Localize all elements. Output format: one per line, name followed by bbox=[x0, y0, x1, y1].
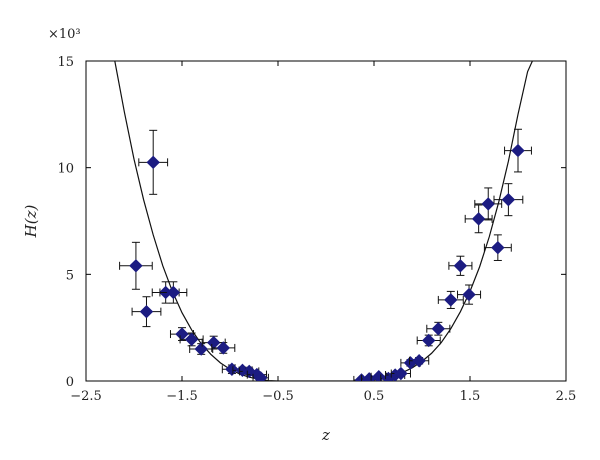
data-point bbox=[494, 184, 523, 216]
diamond-marker bbox=[473, 213, 485, 225]
x-axis: −2.5 −1.5 −0.5 0.5 1.5 2.5 bbox=[70, 61, 576, 404]
y-axis-label: H(z) bbox=[22, 205, 40, 239]
data-point bbox=[438, 291, 463, 308]
diamond-marker bbox=[454, 260, 466, 272]
y-tick-label: 5 bbox=[66, 268, 74, 283]
data-point bbox=[427, 322, 450, 335]
diamond-marker bbox=[423, 334, 435, 346]
x-tick-label: 2.5 bbox=[556, 389, 577, 404]
y-tick-label: 15 bbox=[57, 55, 74, 70]
y-multiplier-label: ×10³ bbox=[48, 27, 81, 42]
diamond-marker bbox=[445, 294, 457, 306]
diamond-marker bbox=[482, 198, 494, 210]
data-points bbox=[120, 129, 532, 386]
data-point bbox=[449, 256, 472, 275]
x-tick-label: −1.5 bbox=[166, 389, 198, 404]
y-tick-label: 0 bbox=[66, 375, 74, 390]
y-axis: 0 5 10 15 bbox=[57, 55, 566, 390]
diamond-marker bbox=[195, 343, 207, 355]
diamond-marker bbox=[463, 289, 475, 301]
diamond-marker bbox=[226, 363, 238, 375]
data-point bbox=[160, 282, 187, 303]
data-point bbox=[132, 297, 161, 327]
diamond-marker bbox=[363, 373, 375, 385]
x-tick-label: 0.5 bbox=[364, 389, 385, 404]
diamond-marker bbox=[492, 242, 504, 254]
diamond-marker bbox=[512, 145, 524, 157]
diamond-marker bbox=[167, 286, 179, 298]
diamond-marker bbox=[432, 323, 444, 335]
data-point bbox=[505, 129, 532, 172]
x-tick-label: 1.5 bbox=[460, 389, 481, 404]
data-point bbox=[458, 285, 481, 304]
x-axis-label: z bbox=[321, 426, 330, 444]
data-point bbox=[417, 334, 440, 346]
y-tick-label: 10 bbox=[57, 162, 74, 177]
data-point bbox=[139, 130, 168, 194]
diamond-marker bbox=[502, 194, 514, 206]
x-tick-label: −2.5 bbox=[70, 389, 102, 404]
diamond-marker bbox=[130, 260, 142, 272]
data-point bbox=[120, 242, 153, 289]
diamond-marker bbox=[140, 306, 152, 318]
diamond-marker bbox=[147, 156, 159, 168]
x-tick-label: −0.5 bbox=[262, 389, 294, 404]
